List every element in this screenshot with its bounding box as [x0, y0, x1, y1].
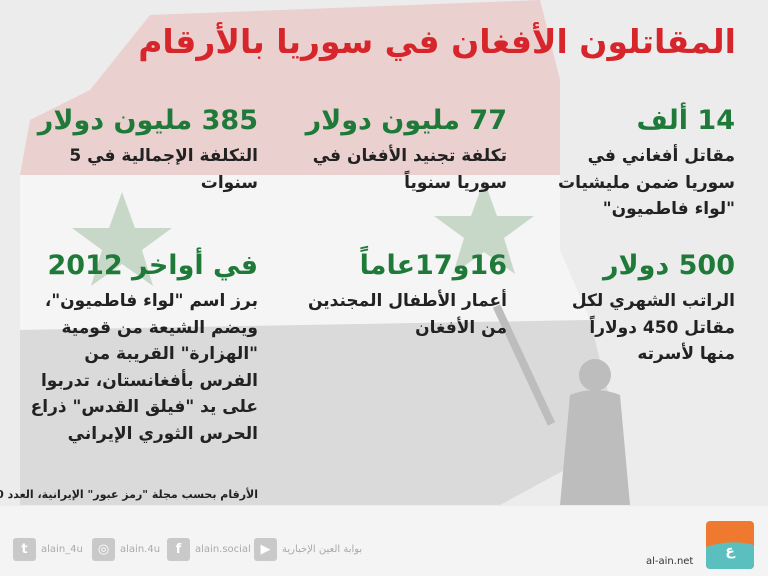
site-link[interactable]: al-ain.net	[646, 556, 694, 567]
flag-star-icon	[434, 180, 534, 274]
stat-heading: 14 ألف	[636, 105, 735, 136]
instagram-icon: ◎	[92, 538, 115, 561]
social-twitter[interactable]: t alain_4u	[13, 538, 83, 561]
stat-body: مقاتل أفغاني في سوريا ضمن مليشيات "لواء …	[558, 146, 735, 219]
stat-body: برز اسم "لواء فاطميون"، ويضم الشيعة من ق…	[30, 291, 258, 444]
syria-map-flag-background	[20, 0, 630, 505]
stat-body: أعمار الأطفال المجندين من الأفغان	[307, 291, 507, 338]
stat-fatemiyoun-history: في أواخر 2012 برز اسم "لواء فاطميون"، وي…	[18, 248, 258, 447]
facebook-icon: f	[167, 538, 190, 561]
social-label: بوابة العين الإخبارية	[282, 544, 363, 555]
page-title: المقاتلون الأفغان في سوريا بالأرقام	[138, 22, 736, 61]
stat-heading: في أواخر 2012	[47, 250, 259, 281]
stat-child-ages: 16و17عاماً أعمار الأطفال المجندين من الأ…	[267, 248, 507, 341]
footer	[0, 506, 768, 576]
soldier-silhouette	[492, 304, 630, 505]
stat-body: تكلفة تجنيد الأفغان في سوريا سنوياً	[312, 146, 507, 193]
twitter-icon: t	[13, 538, 36, 561]
stat-salary: 500 دولار الراتب الشهري لكل مقاتل 450 دو…	[495, 248, 735, 368]
social-youtube[interactable]: ▶ بوابة العين الإخبارية	[254, 538, 362, 561]
source-note: الأرقام بحسب مجلة "رمز عبور" الإيرانية، …	[0, 488, 258, 501]
map-white-band	[20, 175, 590, 330]
youtube-icon: ▶	[254, 538, 277, 561]
svg-text:ع: ع	[725, 543, 736, 559]
social-label: alain_4u	[41, 544, 83, 555]
map-black-band	[20, 320, 620, 505]
stat-heading: 500 دولار	[602, 250, 735, 281]
stat-heading: 77 مليون دولار	[305, 105, 507, 136]
map-red-band	[20, 0, 560, 175]
social-label: alain.4u	[120, 544, 161, 555]
stat-annual-cost: 77 مليون دولار تكلفة تجنيد الأفغان في سو…	[267, 103, 507, 196]
stat-body: الراتب الشهري لكل مقاتل 450 دولاراً منها…	[571, 291, 735, 364]
stat-body: التكلفة الإجمالية في 5 سنوات	[69, 146, 258, 193]
al-ain-logo: ع	[706, 521, 754, 569]
stat-total-cost: 385 مليون دولار التكلفة الإجمالية في 5 س…	[18, 103, 258, 196]
social-instagram[interactable]: ◎ alain.4u	[92, 538, 160, 561]
stat-heading: 385 مليون دولار	[37, 105, 258, 136]
social-facebook[interactable]: f alain.social	[167, 538, 251, 561]
stat-heading: 16و17عاماً	[359, 250, 507, 281]
flag-star-icon	[72, 192, 172, 286]
social-label: alain.social	[195, 544, 251, 555]
stat-fighters-count: 14 ألف مقاتل أفغاني في سوريا ضمن مليشيات…	[495, 103, 735, 223]
